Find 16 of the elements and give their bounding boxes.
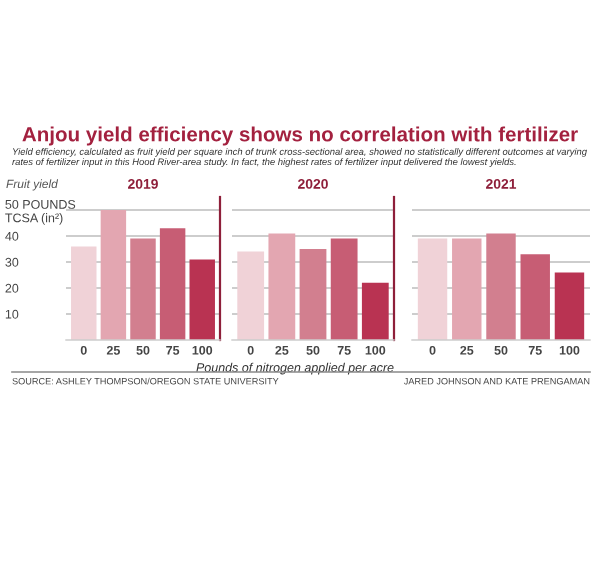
bar [130, 238, 156, 340]
bar [268, 233, 296, 340]
bar [452, 238, 482, 340]
text: Anjou yield efficiency shows no correlation with fertilizer [22, 126, 578, 146]
bar [189, 259, 215, 340]
bar [361, 282, 389, 340]
bar [486, 233, 516, 340]
bar [299, 249, 327, 340]
bar [554, 272, 585, 340]
bar [417, 238, 448, 340]
bar [330, 238, 358, 340]
bar [237, 251, 265, 340]
bar [100, 210, 127, 340]
bar [159, 228, 186, 340]
bar [71, 246, 97, 340]
bar [520, 254, 550, 340]
